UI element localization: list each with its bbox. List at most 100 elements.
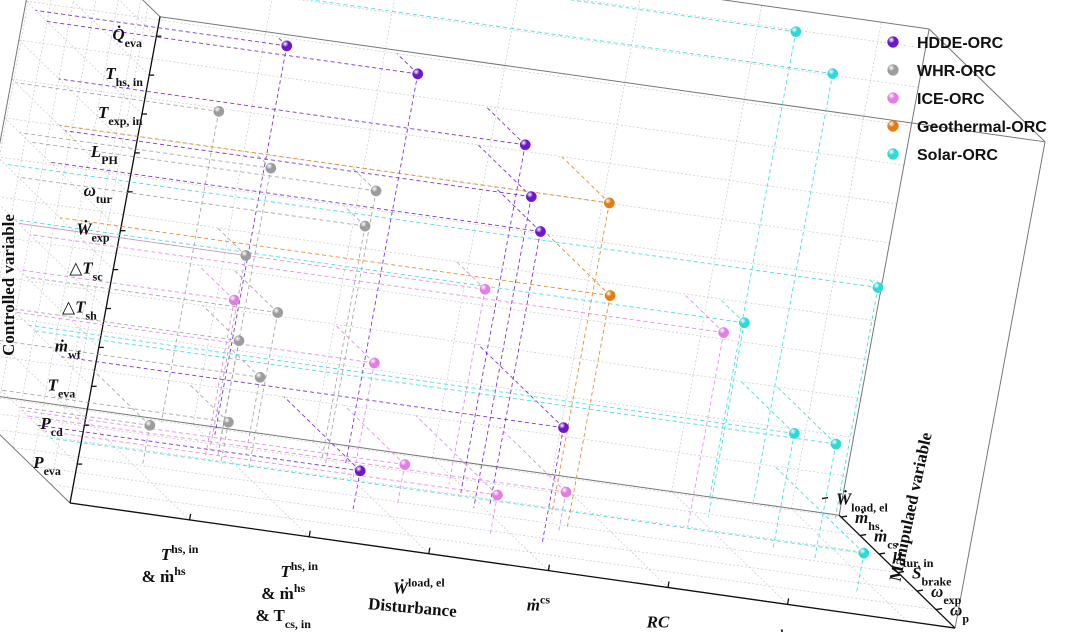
data-point	[788, 428, 800, 439]
legend-marker	[887, 148, 899, 160]
projection-line	[459, 144, 526, 495]
legend-label: WHR-ORC	[917, 63, 997, 80]
projection-line	[35, 9, 287, 47]
projection-line	[753, 73, 834, 502]
data-point	[830, 438, 842, 450]
svg-text:& ṁhs: & ṁhs	[142, 564, 186, 586]
projection-line	[283, 396, 361, 472]
projection-line	[561, 156, 610, 204]
projection-line	[205, 300, 235, 456]
z-tick-label: ṁcs	[874, 527, 898, 552]
projection-line	[397, 464, 406, 504]
legend-label: HDDE-ORC	[917, 35, 1004, 52]
data-point	[228, 294, 240, 306]
tick-labels-layer: Peva Pcd Teva ṁwf △Tsh △Tsc Ẇexp ωtur LPH Texp, i…	[32, 25, 969, 632]
z-tick-label: Ẇload, el	[836, 490, 888, 515]
x-tick-label: Ẇload, el	[393, 576, 445, 598]
projection-line	[772, 433, 795, 551]
x-tick-label: Gb	[768, 626, 787, 632]
data-point	[370, 185, 382, 197]
legend-item: ICE-ORC	[887, 91, 985, 108]
projection-line	[321, 226, 366, 460]
legend-item: Solar-ORC	[887, 147, 998, 164]
projection-line	[46, 21, 418, 75]
y-tick-label: Ẇexp	[76, 220, 109, 245]
projection-line	[351, 166, 377, 192]
data-point	[558, 422, 569, 434]
projection-line	[18, 222, 486, 290]
projection-line	[18, 406, 150, 426]
projection-line	[245, 377, 261, 456]
projection-line	[683, 293, 724, 333]
data-point	[718, 327, 730, 338]
data-point	[492, 489, 503, 501]
projection-line	[92, 369, 151, 426]
data-point	[144, 419, 156, 431]
projection-line	[477, 344, 564, 429]
projection-line	[709, 31, 797, 499]
data-point	[359, 220, 371, 232]
projection-line	[209, 255, 247, 451]
data-point	[858, 547, 870, 559]
projection-line	[566, 295, 611, 530]
data-point	[281, 40, 293, 52]
projection-line	[11, 308, 240, 342]
projection-line	[64, 130, 532, 198]
legend-marker	[887, 36, 899, 48]
y-tick-label: △Tsh	[62, 298, 97, 323]
projection-line	[0, 340, 261, 378]
projection-line	[18, 176, 366, 227]
projection-lines-layer	[0, 0, 879, 593]
data-point	[604, 290, 616, 301]
y-tick-label: △Tsc	[69, 259, 103, 284]
projection-line	[216, 340, 240, 458]
projection-line	[50, 437, 864, 554]
projection-line	[547, 234, 611, 296]
data-point	[254, 371, 266, 383]
data-point	[233, 335, 245, 347]
projection-line	[248, 312, 279, 469]
points-layer	[144, 26, 884, 559]
projection-line	[325, 190, 377, 464]
projection-line	[15, 82, 219, 112]
projection-line	[352, 470, 361, 510]
svg-text:Ẇload, el: Ẇload, el	[393, 576, 445, 598]
legend-label: ICE-ORC	[917, 91, 985, 108]
projection-line	[396, 53, 419, 75]
projection-line	[18, 222, 246, 256]
data-point	[535, 226, 546, 237]
y-tick-label: Pcd	[39, 414, 63, 439]
data-point	[525, 191, 537, 203]
projection-line	[58, 78, 526, 146]
z-tick-label: ωp	[950, 601, 969, 626]
z-tick-label: Sbrake	[912, 564, 952, 589]
projection-line	[37, 424, 361, 472]
projection-line	[26, 276, 278, 314]
data-point	[223, 416, 234, 428]
projection-line	[42, 430, 498, 496]
projection-line	[59, 124, 610, 204]
projection-line	[50, 161, 541, 232]
data-point	[603, 197, 615, 209]
projection-line	[499, 426, 567, 493]
data-point	[412, 68, 424, 80]
z-tick-label: ωexp	[931, 582, 962, 607]
data-point	[790, 26, 802, 38]
y-tick-label: ṁwf	[55, 336, 82, 361]
legend-item: HDDE-ORC	[887, 35, 1004, 52]
data-point	[738, 317, 750, 329]
data-point	[272, 307, 284, 318]
projection-line	[568, 0, 796, 33]
projection-line	[1, 389, 229, 423]
projection-line	[28, 324, 795, 434]
data-point	[213, 105, 225, 117]
projection-line	[494, 186, 541, 232]
y-tick-label: Ths, in	[105, 64, 143, 89]
projection-line	[18, 269, 235, 301]
x-tick-label: Ths, in& ṁhs	[142, 542, 199, 586]
data-point	[560, 486, 572, 498]
grid-layer	[0, 0, 937, 622]
projection-line	[61, 356, 564, 429]
projection-line	[197, 264, 235, 301]
data-point	[479, 283, 491, 295]
